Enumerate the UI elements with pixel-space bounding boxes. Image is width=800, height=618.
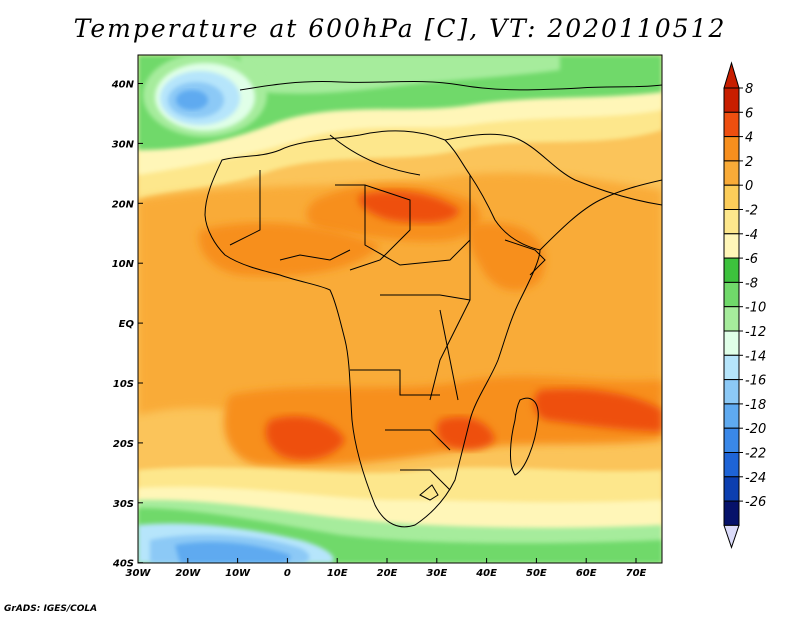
colorbar-swatch bbox=[723, 452, 740, 478]
x-tick-label: 20W bbox=[175, 568, 201, 579]
colorbar-label: -4 bbox=[745, 228, 758, 243]
colorbar-label: -14 bbox=[745, 349, 766, 364]
x-tick-label: 30W bbox=[126, 568, 152, 579]
colorbar-swatch bbox=[723, 233, 740, 259]
credit-label: GrADS: IGES/COLA bbox=[4, 604, 98, 614]
colorbar-label: -18 bbox=[745, 398, 766, 413]
y-axis: 40N 30N 20N 10N EQ 10S 20S 30S 40S bbox=[111, 80, 143, 570]
x-tick-label: 60E bbox=[576, 568, 597, 579]
colorbar-swatch bbox=[723, 184, 740, 210]
colorbar-swatch bbox=[723, 111, 740, 138]
x-tick-label: 20E bbox=[377, 568, 398, 579]
y-tick-label: 40S bbox=[112, 559, 134, 570]
y-tick-label: 30N bbox=[112, 139, 135, 150]
colorbar-label: 8 bbox=[745, 82, 753, 97]
y-tick-label: 30S bbox=[113, 499, 134, 510]
colorbar-swatch bbox=[723, 379, 740, 405]
coastlines bbox=[204, 81, 662, 528]
y-tick-label: 20S bbox=[113, 439, 134, 450]
colorbar-swatch bbox=[723, 281, 740, 308]
colorbar-swatch bbox=[723, 306, 740, 332]
colorbar-swatch bbox=[723, 354, 740, 381]
x-tick-label: 70E bbox=[626, 568, 647, 579]
colorbar-swatch bbox=[723, 427, 740, 454]
colorbar-label: -24 bbox=[745, 471, 766, 486]
colorbar-label: -6 bbox=[745, 252, 758, 267]
colorbar-label: -8 bbox=[745, 276, 758, 291]
colorbar-swatch bbox=[723, 87, 740, 113]
colorbar-label: 0 bbox=[745, 179, 753, 194]
x-axis: 30W 20W 10W 0 10E 20E 30E 40E 50E 60E 70E bbox=[126, 558, 647, 579]
colorbar-label: -12 bbox=[745, 325, 766, 340]
colorbar-label: -26 bbox=[745, 495, 766, 510]
y-tick-label: 20N bbox=[112, 199, 135, 210]
colorbar-swatch bbox=[723, 500, 740, 526]
colorbar-label: 6 bbox=[745, 106, 753, 121]
colorbar-label: -10 bbox=[745, 301, 766, 316]
colorbar-swatch bbox=[723, 209, 740, 235]
y-tick-label: EQ bbox=[119, 319, 135, 330]
colorbar-label: 2 bbox=[745, 155, 753, 170]
x-tick-label: 50E bbox=[526, 568, 547, 579]
colorbar-swatch bbox=[723, 403, 740, 429]
map-title: Temperature at 600hPa [C], VT: 202011051… bbox=[73, 14, 727, 43]
colorbar-label: -20 bbox=[745, 422, 766, 437]
colorbar-arrow-low bbox=[723, 524, 740, 549]
colorbar-label: 4 bbox=[745, 131, 753, 146]
colorbar-label: -2 bbox=[745, 204, 758, 219]
colorbar-label: -22 bbox=[745, 447, 766, 462]
colorbar-swatch bbox=[723, 257, 740, 283]
x-tick-label: 30E bbox=[426, 568, 447, 579]
colorbar-arrow-high bbox=[723, 61, 740, 89]
x-tick-label: 40E bbox=[475, 568, 497, 579]
x-tick-label: 10E bbox=[327, 568, 348, 579]
colorbar-swatch bbox=[723, 476, 740, 502]
y-tick-label: 40N bbox=[111, 80, 135, 91]
colorbar-swatch bbox=[723, 160, 740, 186]
map-field bbox=[138, 55, 662, 563]
x-tick-label: 10W bbox=[225, 568, 251, 579]
colorbar: 8 6 4 2 0 -2 -4 -6 -8 -10 -12 -14 -16 -18 -20 -22 -24 -26 bbox=[723, 61, 766, 549]
colorbar-label: -16 bbox=[745, 374, 766, 389]
y-tick-label: 10S bbox=[113, 379, 134, 390]
x-tick-label: 0 bbox=[284, 568, 291, 579]
plot-frame bbox=[137, 54, 663, 564]
y-tick-label: 10N bbox=[112, 259, 135, 270]
colorbar-swatch bbox=[723, 330, 740, 356]
colorbar-swatch bbox=[723, 136, 740, 162]
